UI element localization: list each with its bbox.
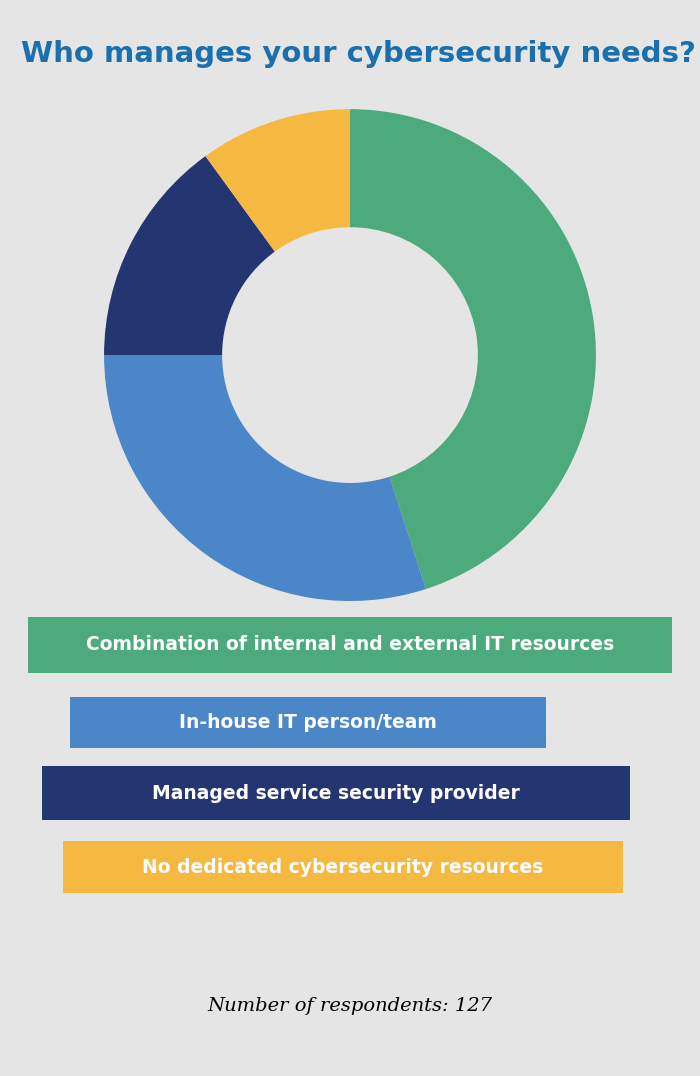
Text: Managed service security provider: Managed service security provider (152, 783, 520, 803)
Text: Combination of internal and external IT resources: Combination of internal and external IT … (86, 635, 614, 654)
Text: In-house IT person/team: In-house IT person/team (179, 713, 437, 732)
Text: Who manages your cybersecurity needs?: Who manages your cybersecurity needs? (21, 40, 696, 68)
Text: Number of respondents: 127: Number of respondents: 127 (207, 997, 493, 1015)
Wedge shape (104, 355, 426, 601)
Text: No dedicated cybersecurity resources: No dedicated cybersecurity resources (142, 858, 544, 877)
Wedge shape (104, 156, 275, 355)
Wedge shape (205, 109, 350, 252)
Wedge shape (350, 109, 596, 589)
